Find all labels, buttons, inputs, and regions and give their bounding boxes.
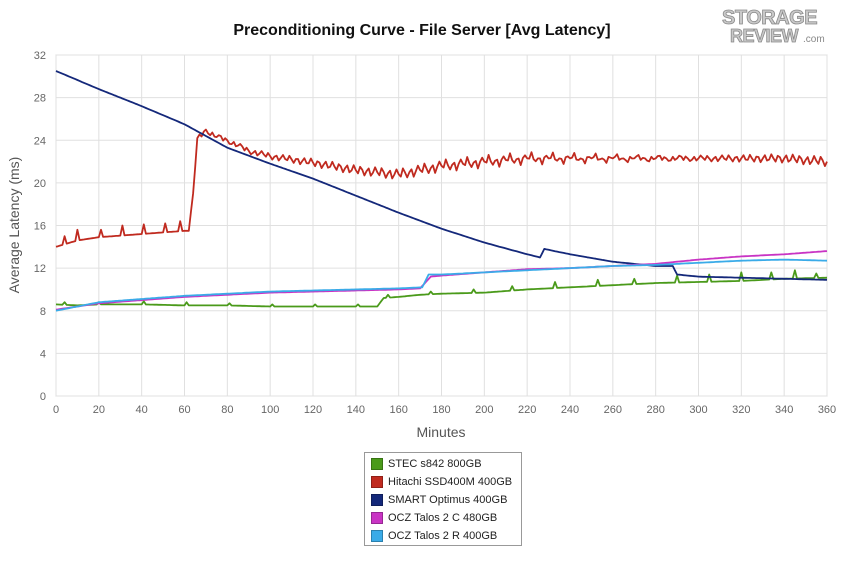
legend-swatch [371,476,383,488]
x-tick-label: 80 [221,404,233,416]
legend-item[interactable]: Hitachi SSD400M 400GB [371,473,521,491]
x-tick-label: 300 [689,404,707,416]
y-axis-title: Average Latency (ms) [6,157,22,294]
legend-swatch [371,458,383,470]
x-tick-label: 160 [389,404,407,416]
y-tick-label: 32 [34,50,46,62]
x-tick-label: 100 [261,404,279,416]
x-tick-label: 20 [93,404,105,416]
x-tick-label: 280 [646,404,664,416]
legend-swatch [371,512,383,524]
x-tick-label: 60 [178,404,190,416]
y-tick-label: 24 [34,135,46,147]
legend-label: Hitachi SSD400M 400GB [388,476,513,488]
legend-item[interactable]: OCZ Talos 2 C 480GB [371,509,521,527]
x-tick-label: 360 [818,404,836,416]
x-tick-label: 240 [561,404,579,416]
x-tick-label: 260 [604,404,622,416]
storagereview-logo: STORAGE REVIEW .com [722,7,825,47]
x-tick-label: 200 [475,404,493,416]
legend-swatch [371,530,383,542]
x-tick-label: 0 [53,404,59,416]
chart-gridlines [55,54,828,397]
series-line-hitachi-ssd400m-400gb [55,128,828,248]
chart-legend: STEC s842 800GB Hitachi SSD400M 400GB SMAR… [364,452,522,546]
y-tick-label: 20 [34,178,46,190]
chart-title: Preconditioning Curve - File Server [Avg… [233,22,610,39]
y-tick-label: 0 [40,391,46,403]
y-tick-label: 16 [34,221,46,233]
x-tick-label: 120 [304,404,322,416]
series-line-ocz-talos-2-c-480gb [55,250,828,311]
legend-label: STEC s842 800GB [388,458,482,470]
x-axis-title: Minutes [416,424,465,440]
y-tick-label: 8 [40,306,46,318]
x-tick-label: 180 [432,404,450,416]
series-line-smart-optimus-400gb [55,70,827,281]
x-tick-label: 220 [518,404,536,416]
x-tick-label: 340 [775,404,793,416]
logo-top-text: STORAGE [722,7,817,29]
chart-series [55,70,828,312]
legend-item[interactable]: SMART Optimus 400GB [371,491,521,509]
y-tick-label: 4 [40,348,46,360]
legend-label: OCZ Talos 2 R 400GB [388,530,498,542]
series-line-ocz-talos-2-r-400gb [55,258,828,312]
legend-label: OCZ Talos 2 C 480GB [388,512,498,524]
legend-item[interactable]: STEC s842 800GB [371,455,521,473]
x-tick-label: 320 [732,404,750,416]
y-tick-label: 12 [34,263,46,275]
x-tick-label: 40 [136,404,148,416]
legend-label: SMART Optimus 400GB [388,494,508,506]
x-tick-label: 140 [347,404,365,416]
logo-bottom-text: REVIEW [730,26,799,46]
series-line-stec-s842-800gb [55,269,828,308]
legend-item[interactable]: OCZ Talos 2 R 400GB [371,527,521,545]
y-tick-label: 28 [34,93,46,105]
logo-suffix-text: .com [803,34,825,45]
legend-swatch [371,494,383,506]
